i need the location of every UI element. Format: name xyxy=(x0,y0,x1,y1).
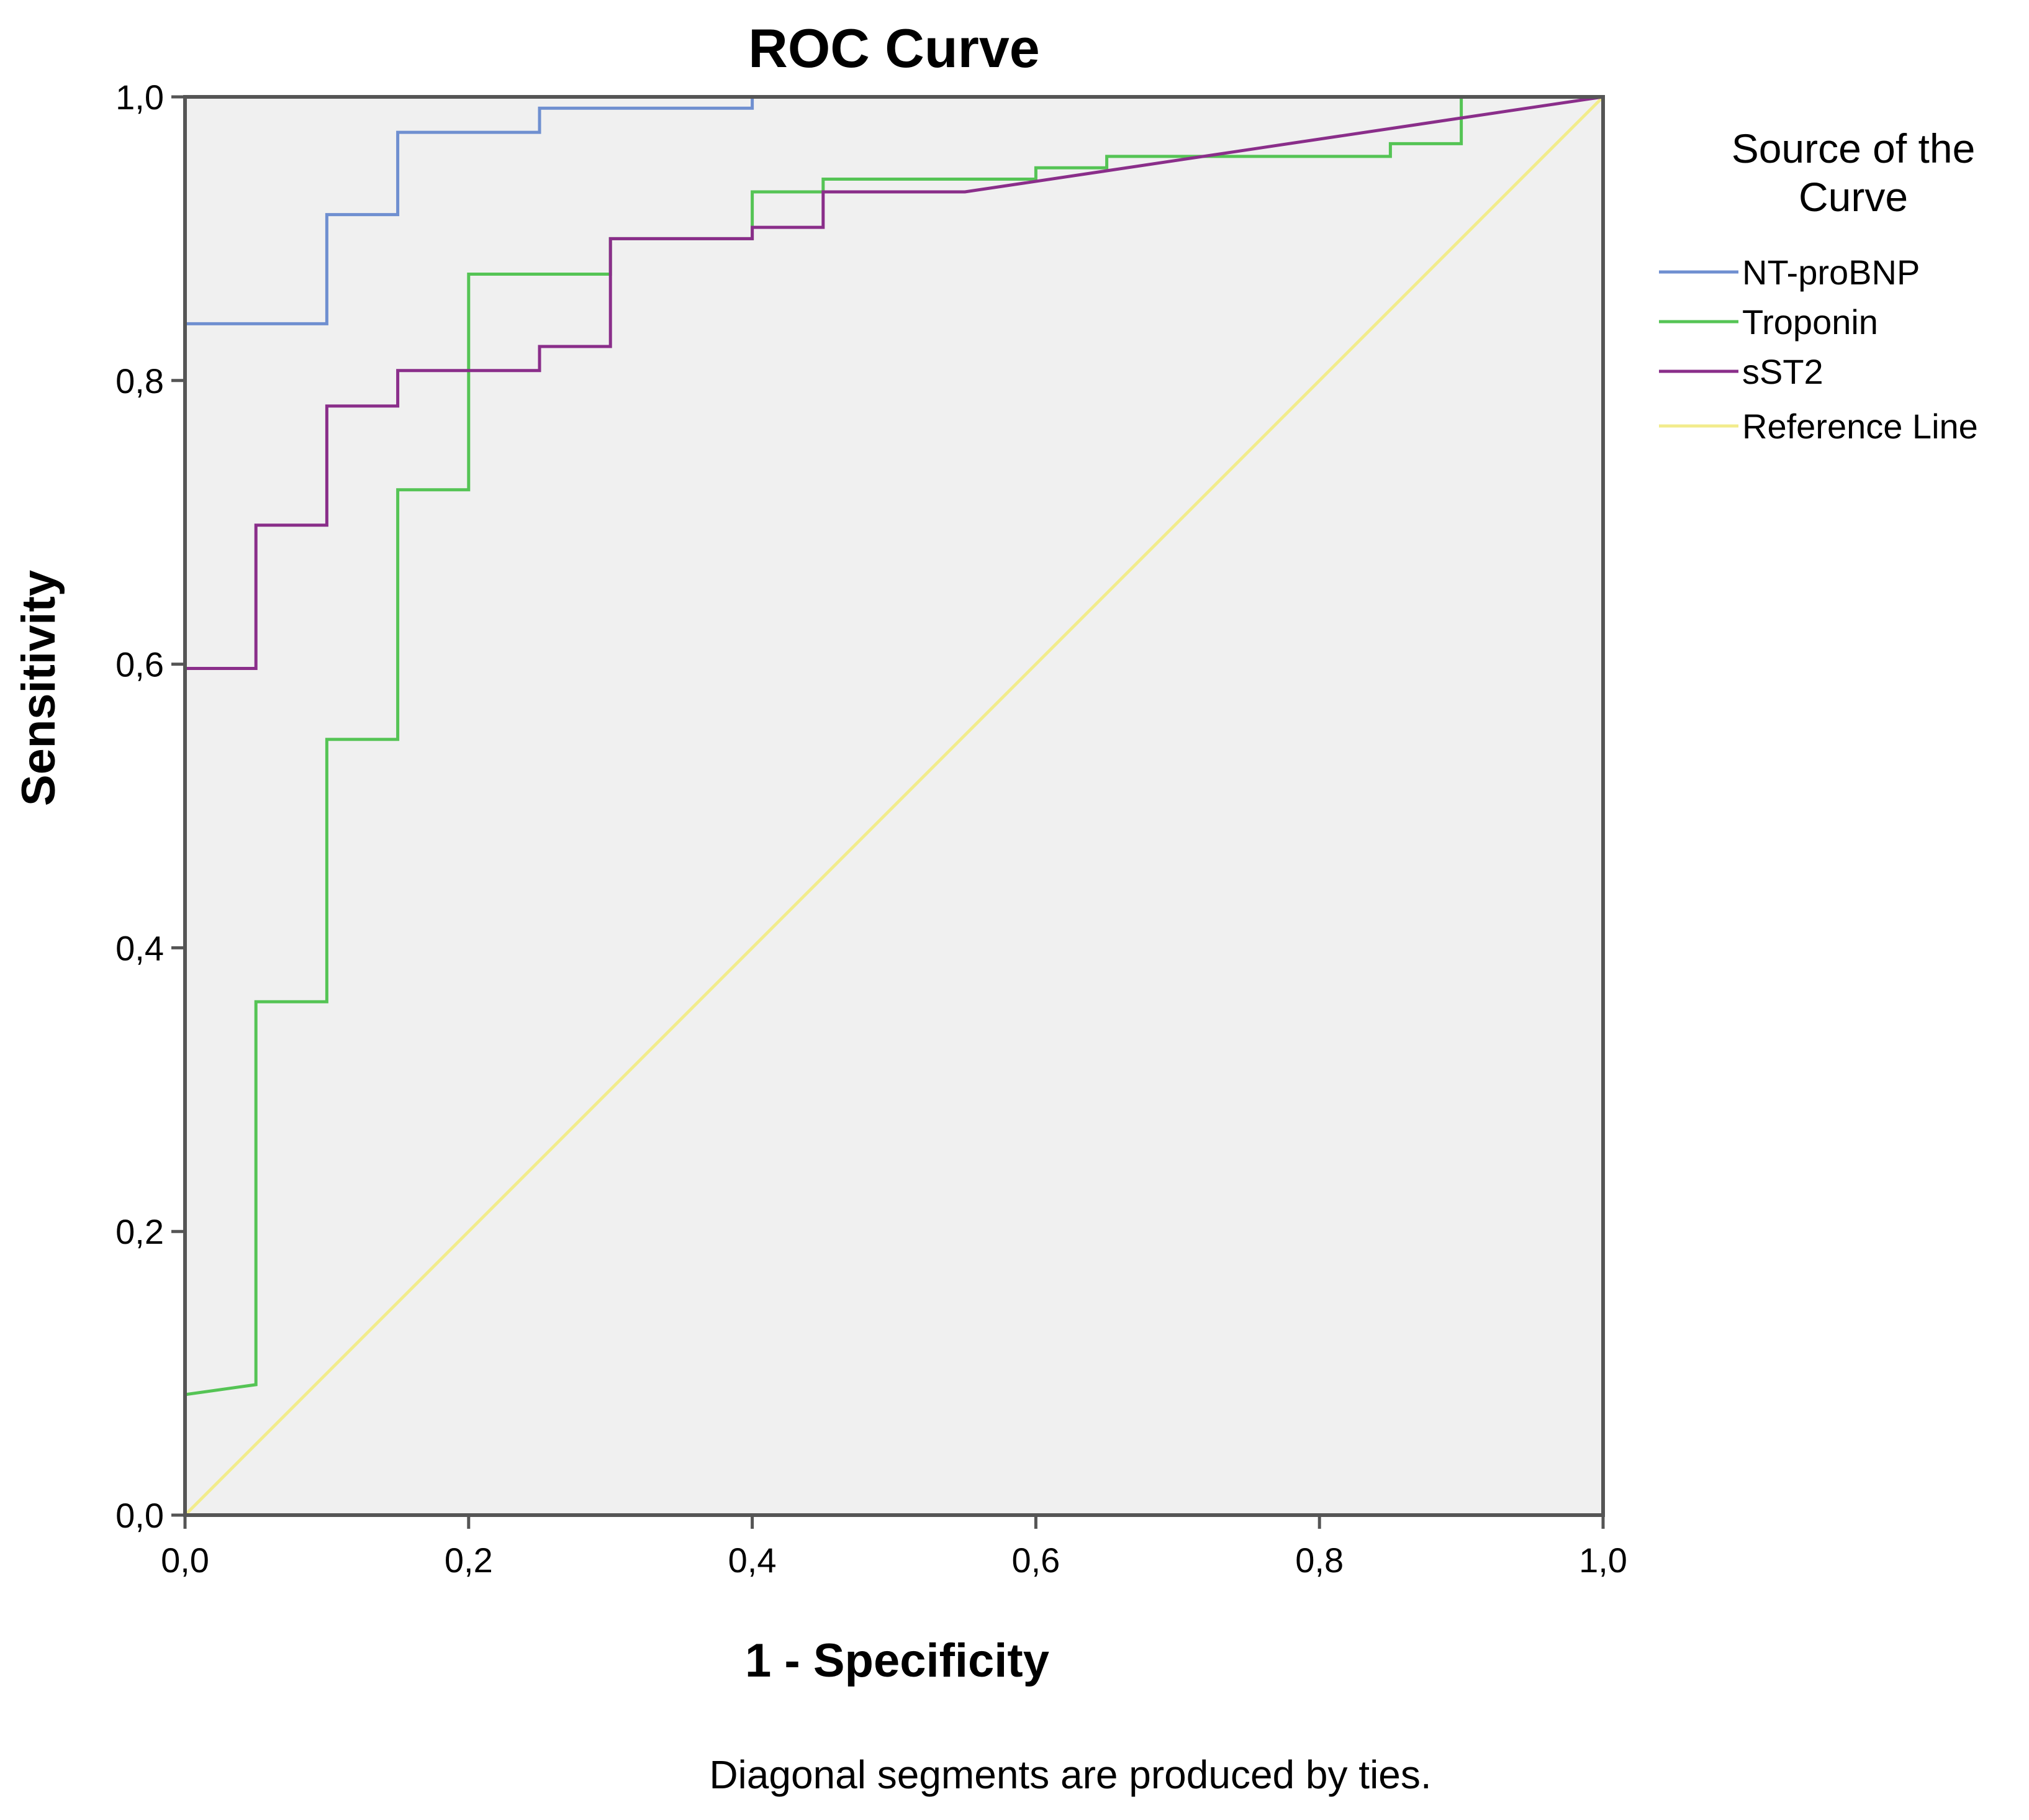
legend: Source of the Curve NT-proBNP Troponin sST… xyxy=(1659,125,1978,446)
x-tick-label: 1,0 xyxy=(1579,1541,1627,1580)
series-line-nt-probnp xyxy=(183,95,1603,1515)
series-line-sst2 xyxy=(183,95,1604,1515)
x-tick-label: 0,8 xyxy=(1295,1541,1344,1580)
y-axis-title: Sensitivity xyxy=(12,570,65,806)
legend-title-line-1: Source of the xyxy=(1732,125,1976,171)
axis-layer: 0,0 0,2 0,4 0,6 0,8 1,0 0,0 0,2 0,4 0,6 0,8 1,0 xyxy=(115,78,1627,1580)
legend-items: NT-proBNP Troponin sST2 Reference Line xyxy=(1659,253,1978,446)
legend-label: Reference Line xyxy=(1742,407,1978,446)
legend-label: Troponin xyxy=(1742,302,1878,342)
x-tick-label: 0,0 xyxy=(161,1541,209,1580)
y-tick-label: 0,4 xyxy=(115,928,164,967)
plot-frame xyxy=(183,95,1605,1517)
y-tick-label: 1,0 xyxy=(115,78,164,117)
x-tick-label: 0,6 xyxy=(1011,1541,1060,1580)
footnote: Diagonal segments are produced by ties. xyxy=(709,1752,1431,1797)
x-tick-label: 0,2 xyxy=(445,1541,493,1580)
y-tick-label: 0,0 xyxy=(115,1496,164,1535)
x-tick-label: 0,4 xyxy=(728,1541,777,1580)
y-tick-label: 0,8 xyxy=(115,361,164,401)
y-tick-label: 0,6 xyxy=(115,645,164,684)
legend-label: sST2 xyxy=(1742,352,1823,391)
series-layer xyxy=(183,95,1604,1516)
x-axis-title: 1 - Specificity xyxy=(745,1634,1049,1687)
chart-title: ROC Curve xyxy=(748,17,1039,79)
legend-title-line-2: Curve xyxy=(1799,174,1908,220)
series-line-reference-line xyxy=(184,96,1604,1516)
y-tick-label: 0,2 xyxy=(115,1212,164,1251)
legend-label: NT-proBNP xyxy=(1742,253,1920,292)
